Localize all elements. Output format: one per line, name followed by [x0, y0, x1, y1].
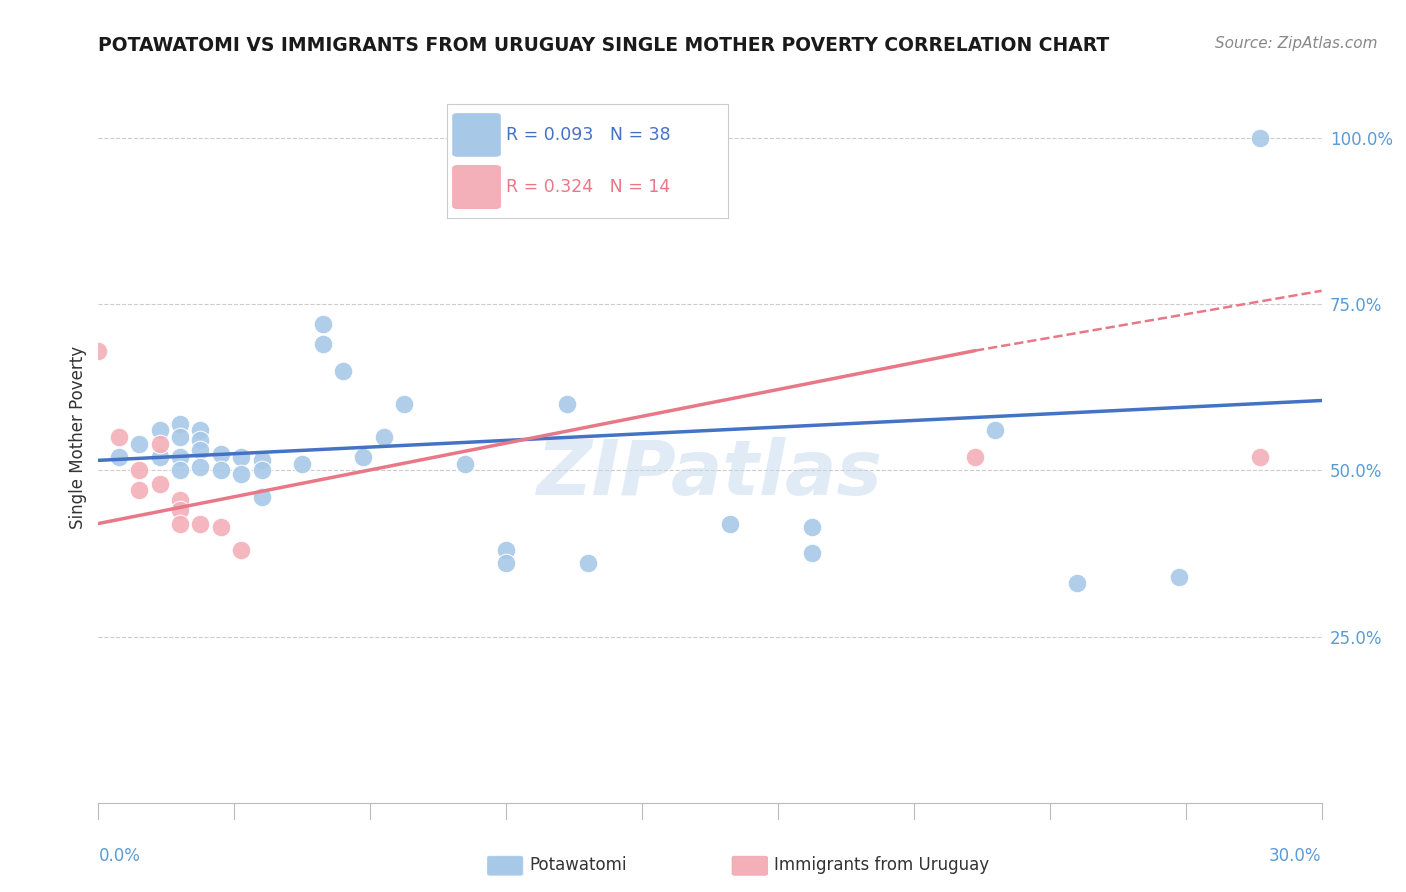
- Point: [373, 430, 395, 444]
- Point: [128, 436, 150, 450]
- Point: [720, 516, 742, 531]
- Y-axis label: Single Mother Poverty: Single Mother Poverty: [69, 345, 87, 529]
- Point: [169, 516, 191, 531]
- Text: Source: ZipAtlas.com: Source: ZipAtlas.com: [1215, 36, 1378, 51]
- Point: [149, 424, 172, 438]
- Text: ZIPatlas: ZIPatlas: [537, 437, 883, 510]
- Point: [965, 450, 987, 464]
- Point: [108, 450, 131, 464]
- Point: [128, 483, 150, 498]
- Point: [149, 476, 172, 491]
- Point: [188, 424, 212, 438]
- Point: [1249, 131, 1271, 145]
- Point: [209, 463, 232, 477]
- Point: [169, 463, 191, 477]
- Point: [312, 337, 335, 351]
- Point: [188, 443, 212, 458]
- Point: [984, 424, 1007, 438]
- Text: 30.0%: 30.0%: [1270, 847, 1322, 864]
- Point: [495, 557, 517, 571]
- Point: [149, 450, 172, 464]
- Point: [209, 447, 232, 461]
- Point: [250, 453, 273, 467]
- Point: [1167, 570, 1189, 584]
- Point: [291, 457, 314, 471]
- Point: [169, 430, 191, 444]
- Point: [250, 463, 273, 477]
- Point: [1066, 576, 1088, 591]
- Point: [801, 546, 824, 560]
- Point: [149, 436, 172, 450]
- Point: [557, 397, 579, 411]
- Point: [169, 417, 191, 431]
- Point: [454, 457, 477, 471]
- Point: [1249, 450, 1271, 464]
- Point: [495, 543, 517, 558]
- Point: [188, 516, 212, 531]
- Point: [209, 520, 232, 534]
- Point: [392, 397, 416, 411]
- FancyBboxPatch shape: [488, 856, 523, 875]
- Point: [128, 463, 150, 477]
- Text: Immigrants from Uruguay: Immigrants from Uruguay: [773, 856, 988, 874]
- FancyBboxPatch shape: [733, 856, 768, 875]
- Point: [352, 450, 374, 464]
- Text: Potawatomi: Potawatomi: [529, 856, 627, 874]
- Point: [801, 520, 824, 534]
- Text: POTAWATOMI VS IMMIGRANTS FROM URUGUAY SINGLE MOTHER POVERTY CORRELATION CHART: POTAWATOMI VS IMMIGRANTS FROM URUGUAY SI…: [98, 36, 1109, 54]
- Point: [169, 503, 191, 517]
- Point: [231, 543, 253, 558]
- Point: [231, 450, 253, 464]
- Text: 0.0%: 0.0%: [98, 847, 141, 864]
- Point: [250, 490, 273, 504]
- Point: [87, 343, 110, 358]
- Point: [188, 460, 212, 475]
- Point: [576, 557, 599, 571]
- Point: [188, 434, 212, 448]
- Point: [108, 430, 131, 444]
- Point: [312, 317, 335, 331]
- Point: [169, 450, 191, 464]
- Point: [169, 493, 191, 508]
- Point: [231, 467, 253, 481]
- Point: [332, 363, 354, 377]
